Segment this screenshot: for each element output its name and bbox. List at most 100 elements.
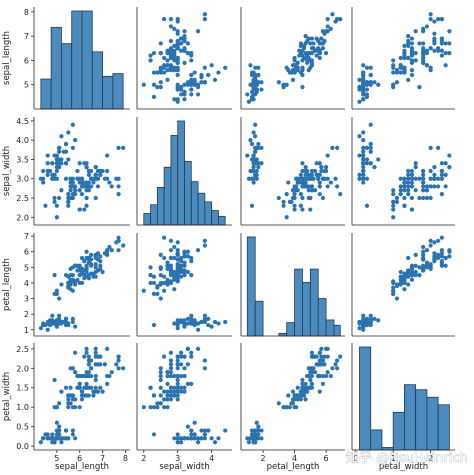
scatter-point-petal_length-sepal_width-119 bbox=[148, 265, 153, 270]
scatter-point-petal_length-petal_width-93 bbox=[391, 291, 396, 296]
scatter-point-sepal_width-petal_width-145 bbox=[439, 176, 444, 181]
scatter-point-petal_length-petal_width-134 bbox=[406, 255, 411, 261]
scatter-point-petal_length-sepal_width-14 bbox=[209, 324, 214, 329]
scatter-point-petal_width-sepal_length-97 bbox=[82, 393, 87, 398]
scatter-point-sepal_length-sepal_width-46 bbox=[202, 80, 207, 85]
scatter-point-petal_width-petal_length-92 bbox=[292, 397, 297, 402]
scatter-point-petal_length-petal_width-143 bbox=[439, 251, 444, 256]
scatter-point-petal_length-sepal_width-49 bbox=[185, 321, 190, 326]
scatter-point-petal_length-sepal_length-99 bbox=[70, 279, 75, 284]
scatter-point-sepal_length-petal_length-13 bbox=[246, 99, 251, 104]
scatter-point-sepal_length-sepal_width-48 bbox=[199, 75, 204, 80]
scatter-point-sepal_length-sepal_width-96 bbox=[172, 65, 177, 70]
scatter-point-petal_length-petal_width-128 bbox=[432, 255, 437, 261]
y-tick-label-petal_length-5: 6 bbox=[24, 248, 29, 257]
scatter-point-sepal_width-sepal_length-131 bbox=[121, 145, 126, 150]
scatter-point-petal_width-sepal_length-90 bbox=[66, 397, 71, 402]
scatter-point-sepal_width-petal_width-15 bbox=[368, 122, 373, 127]
scatter-point-sepal_width-petal_width-44 bbox=[368, 145, 373, 150]
scatter-point-sepal_width-petal_width-142 bbox=[424, 188, 430, 193]
scatter-point-sepal_width-petal_length-56 bbox=[303, 165, 308, 170]
scatter-point-sepal_width-sepal_length-14 bbox=[73, 138, 78, 143]
scatter-point-petal_width-sepal_width-21 bbox=[199, 428, 204, 433]
scatter-point-sepal_length-petal_width-90 bbox=[398, 70, 403, 75]
scatter-point-petal_width-sepal_length-144 bbox=[93, 346, 98, 351]
scatter-point-sepal_width-petal_length-45 bbox=[251, 176, 256, 181]
hist-bar-petal_length-1 bbox=[254, 300, 264, 337]
scatter-point-petal_length-sepal_length-36 bbox=[66, 322, 71, 328]
scatter-point-petal_length-petal_width-37 bbox=[357, 321, 362, 326]
scatter-point-petal_length-sepal_length-81 bbox=[66, 285, 71, 290]
scatter-point-petal_length-sepal_length-79 bbox=[70, 288, 75, 293]
scatter-point-sepal_length-sepal_width-92 bbox=[162, 63, 167, 68]
scatter-point-sepal_width-petal_width-37 bbox=[357, 153, 362, 158]
scatter-point-petal_length-sepal_length-77 bbox=[93, 265, 98, 270]
scatter-point-sepal_length-petal_width-36 bbox=[361, 70, 366, 75]
scatter-point-petal_length-sepal_width-91 bbox=[175, 271, 180, 276]
scatter-point-sepal_width-sepal_length-103 bbox=[84, 180, 89, 185]
scatter-point-sepal_width-petal_length-47 bbox=[251, 168, 256, 174]
y-tick-label-sepal_width-5: 4.5 bbox=[16, 117, 29, 126]
scatter-point-petal_width-sepal_width-34 bbox=[179, 436, 184, 441]
scatter-point-sepal_width-petal_length-39 bbox=[253, 161, 258, 166]
scatter-point-petal_width-sepal_length-37 bbox=[52, 440, 57, 445]
scatter-point-sepal_length-sepal_width-109 bbox=[195, 29, 201, 34]
scatter-point-petal_width-sepal_width-59 bbox=[165, 389, 170, 394]
x-tick-label-petal_length-2: 6 bbox=[324, 454, 329, 463]
scatter-point-petal_length-sepal_width-117 bbox=[202, 238, 207, 243]
scatter-point-sepal_width-petal_width-62 bbox=[391, 207, 396, 212]
scatter-point-petal_length-petal_width-147 bbox=[428, 262, 433, 267]
scatter-point-petal_width-sepal_length-129 bbox=[105, 381, 110, 386]
scatter-point-petal_width-petal_length-56 bbox=[303, 381, 308, 386]
scatter-point-petal_length-sepal_width-129 bbox=[175, 252, 180, 257]
scatter-point-petal_length-petal_width-45 bbox=[364, 321, 370, 326]
scatter-point-petal_length-sepal_length-98 bbox=[57, 296, 62, 301]
scatter-point-sepal_width-petal_width-82 bbox=[398, 188, 403, 193]
scatter-point-petal_length-sepal_width-81 bbox=[155, 285, 160, 290]
scatter-point-sepal_width-petal_length-130 bbox=[325, 184, 330, 189]
scatter-point-petal_width-sepal_length-77 bbox=[93, 377, 98, 383]
scatter-point-petal_width-petal_length-73 bbox=[303, 397, 308, 402]
scatter-point-sepal_width-petal_width-38 bbox=[361, 176, 366, 181]
scatter-point-sepal_length-sepal_width-43 bbox=[192, 82, 197, 87]
scatter-point-sepal_width-petal_length-89 bbox=[292, 195, 297, 201]
scatter-point-petal_length-petal_width-146 bbox=[424, 265, 430, 270]
scatter-point-petal_length-petal_width-118 bbox=[439, 235, 444, 240]
scatter-point-sepal_length-sepal_width-93 bbox=[151, 82, 157, 87]
scatter-point-petal_length-sepal_length-24 bbox=[50, 313, 55, 318]
scatter-point-petal_width-sepal_width-19 bbox=[202, 432, 207, 437]
scatter-point-sepal_length-petal_length-130 bbox=[325, 24, 330, 29]
scatter-point-sepal_width-sepal_length-146 bbox=[84, 195, 89, 201]
scatter-point-sepal_length-petal_length-89 bbox=[292, 70, 297, 75]
scatter-point-sepal_length-sepal_width-142 bbox=[165, 63, 170, 68]
scatter-point-petal_width-petal_length-24 bbox=[259, 436, 264, 441]
scatter-point-sepal_length-sepal_width-137 bbox=[179, 48, 184, 53]
scatter-point-petal_length-petal_width-31 bbox=[368, 319, 373, 325]
scatter-point-petal_width-petal_length-75 bbox=[298, 389, 303, 394]
scatter-point-sepal_width-petal_width-32 bbox=[357, 134, 362, 139]
scatter-point-sepal_width-petal_length-111 bbox=[312, 188, 318, 193]
scatter-point-petal_length-petal_width-44 bbox=[368, 313, 373, 318]
scatter-point-sepal_width-petal_width-147 bbox=[428, 176, 433, 181]
scatter-point-petal_width-petal_length-146 bbox=[308, 370, 313, 375]
scatter-point-sepal_length-petal_width-99 bbox=[402, 65, 407, 70]
scatter-point-sepal_width-petal_width-51 bbox=[409, 168, 415, 174]
scatter-point-petal_width-sepal_width-149 bbox=[175, 373, 180, 379]
scatter-point-petal_width-sepal_length-117 bbox=[116, 358, 121, 363]
scatter-point-petal_width-sepal_width-125 bbox=[182, 373, 187, 379]
scatter-point-petal_width-sepal_width-112 bbox=[175, 362, 180, 367]
scatter-point-sepal_width-sepal_length-76 bbox=[95, 184, 101, 189]
scatter-point-sepal_length-petal_width-56 bbox=[413, 51, 418, 56]
scatter-point-petal_width-sepal_width-133 bbox=[168, 385, 174, 390]
scatter-point-sepal_length-petal_width-144 bbox=[447, 41, 452, 46]
scatter-point-sepal_length-petal_width-134 bbox=[406, 55, 411, 61]
scatter-point-sepal_width-petal_width-143 bbox=[439, 168, 444, 174]
scatter-point-sepal_width-sepal_length-31 bbox=[63, 161, 69, 166]
scatter-point-sepal_width-petal_length-93 bbox=[281, 203, 286, 208]
scatter-point-petal_width-sepal_width-106 bbox=[158, 377, 163, 383]
y-axis-label-petal_length: petal_length bbox=[2, 258, 12, 311]
scatter-point-petal_length-sepal_width-118 bbox=[162, 235, 167, 240]
scatter-point-petal_width-sepal_width-145 bbox=[175, 354, 180, 359]
panel-sepal_width-vs-sepal_width bbox=[136, 117, 232, 226]
scatter-point-sepal_length-petal_width-52 bbox=[409, 36, 415, 41]
